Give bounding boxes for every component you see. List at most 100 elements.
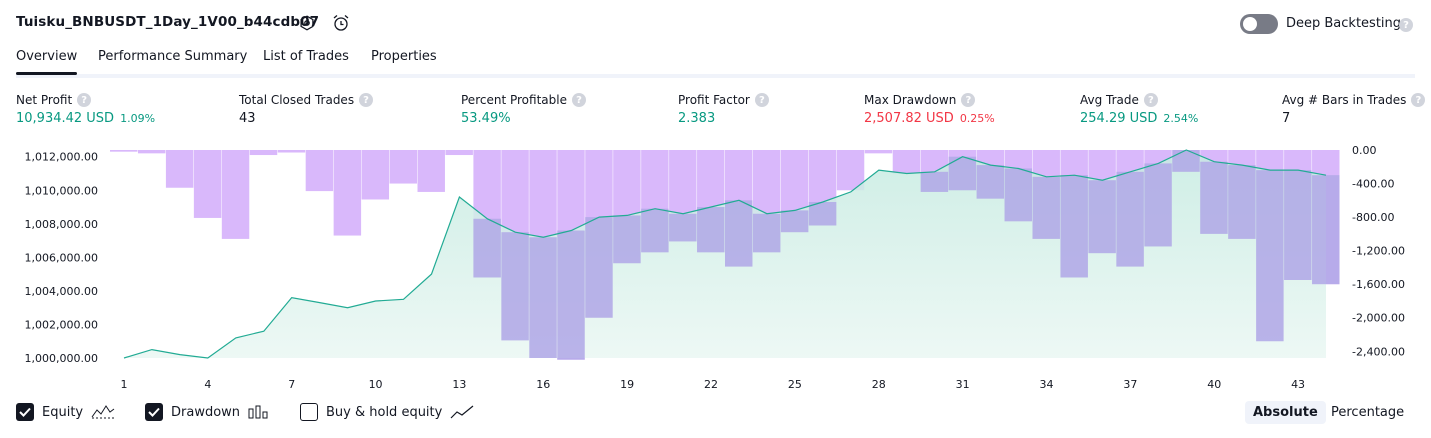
drawdown-bar bbox=[193, 150, 222, 218]
drawdown-bar-overlay bbox=[920, 171, 949, 192]
info-icon[interactable]: ? bbox=[961, 93, 976, 107]
drawdown-bar-overlay bbox=[501, 232, 529, 341]
settings-icon[interactable] bbox=[296, 12, 318, 34]
left-axis-tick: 1,008,000.00 bbox=[25, 218, 98, 231]
metric-label: Avg Trade bbox=[1080, 93, 1139, 107]
drawdown-bar-overlay bbox=[976, 165, 1005, 199]
drawdown-bar-overlay bbox=[1060, 175, 1088, 278]
drawdown-bar-overlay bbox=[669, 213, 697, 242]
drawdown-bar-overlay bbox=[725, 200, 753, 267]
drawdown-bar-overlay bbox=[780, 210, 809, 233]
x-axis-tick: 31 bbox=[956, 378, 970, 391]
legend-drawdown[interactable]: Drawdown bbox=[145, 403, 270, 421]
drawdown-bar-overlay bbox=[697, 207, 725, 253]
info-icon[interactable]: ? bbox=[571, 93, 586, 107]
metric-label: Net Profit bbox=[16, 93, 73, 107]
right-axis-tick: -2,000.00 bbox=[1352, 312, 1405, 325]
absolute-toggle[interactable]: Absolute bbox=[1245, 401, 1326, 424]
x-axis-tick: 13 bbox=[452, 378, 466, 391]
right-axis-tick: -1,600.00 bbox=[1352, 278, 1405, 291]
drawdown-bar bbox=[864, 150, 893, 154]
right-axis-tick: -800.00 bbox=[1352, 211, 1394, 224]
percentage-toggle[interactable]: Percentage bbox=[1331, 405, 1405, 420]
drawdown-legend-label: Drawdown bbox=[171, 404, 241, 420]
left-axis-tick: 1,006,000.00 bbox=[25, 251, 98, 264]
left-axis-tick: 1,004,000.00 bbox=[25, 285, 98, 298]
drawdown-bar bbox=[137, 150, 166, 154]
drawdown-series-icon bbox=[248, 405, 268, 419]
drawdown-bar-overlay bbox=[752, 213, 781, 253]
x-axis-tick: 25 bbox=[788, 378, 802, 391]
deep-backtesting-toggle[interactable] bbox=[1240, 14, 1278, 34]
metric-value: 7 bbox=[1282, 111, 1291, 126]
drawdown-bar-overlay bbox=[1172, 150, 1200, 172]
drawdown-bar-overlay bbox=[1200, 161, 1228, 234]
drawdown-bar bbox=[417, 150, 445, 192]
buy-hold-checkbox[interactable] bbox=[300, 403, 318, 421]
tab-performance-summary[interactable]: Performance Summary bbox=[98, 49, 248, 64]
right-axis-tick: 0.00 bbox=[1352, 144, 1377, 157]
metric-net-profit: Net Profit? 10,934.42 USD 1.09% bbox=[16, 93, 155, 126]
drawdown-bar-overlay bbox=[1284, 170, 1312, 280]
drawdown-bar bbox=[110, 150, 138, 152]
tab-overview[interactable]: Overview bbox=[16, 49, 78, 75]
x-axis-tick: 28 bbox=[872, 378, 886, 391]
legend-buy-hold[interactable]: Buy & hold equity bbox=[300, 403, 474, 421]
tab-bar: Overview Performance Summary List of Tra… bbox=[16, 40, 1415, 78]
info-icon[interactable]: ? bbox=[359, 93, 374, 107]
metric-avg-bars-in-trades: Avg # Bars in Trades? 7 bbox=[1282, 93, 1426, 126]
x-axis-tick: 37 bbox=[1123, 378, 1137, 391]
metric-label: Profit Factor bbox=[678, 93, 750, 107]
x-axis-tick: 7 bbox=[288, 378, 295, 391]
toggle-knob bbox=[1243, 17, 1257, 31]
legend-equity[interactable]: Equity bbox=[16, 403, 115, 421]
drawdown-bar bbox=[333, 150, 362, 236]
drawdown-bar bbox=[892, 150, 921, 174]
drawdown-bar bbox=[361, 150, 390, 200]
drawdown-bar-overlay bbox=[808, 202, 837, 226]
metric-percent: 1.09% bbox=[120, 112, 156, 125]
metric-value: 10,934.42 USD bbox=[16, 111, 115, 126]
equity-checkbox[interactable] bbox=[16, 403, 34, 421]
info-icon[interactable]: ? bbox=[1411, 93, 1426, 107]
drawdown-bar-overlay bbox=[473, 218, 501, 278]
equity-legend-label: Equity bbox=[42, 404, 84, 420]
x-axis-tick: 34 bbox=[1039, 378, 1053, 391]
left-axis-tick: 1,012,000.00 bbox=[25, 151, 98, 164]
equity-drawdown-chart[interactable]: 1,012,000.00 1,010,000.00 1,008,000.00 1,00… bbox=[0, 140, 1431, 400]
metric-avg-trade: Avg Trade? 254.29 USD 2.54% bbox=[1080, 93, 1198, 126]
metric-total-closed-trades: Total Closed Trades? 43 bbox=[239, 93, 374, 126]
help-icon[interactable]: ? bbox=[1399, 18, 1413, 32]
drawdown-checkbox[interactable] bbox=[145, 403, 163, 421]
metric-value: 254.29 USD bbox=[1080, 111, 1158, 126]
drawdown-bar bbox=[445, 150, 473, 156]
drawdown-bar bbox=[165, 150, 194, 188]
info-icon[interactable]: ? bbox=[1143, 93, 1158, 107]
tab-properties[interactable]: Properties bbox=[371, 49, 437, 64]
alarm-add-icon[interactable] bbox=[330, 12, 352, 34]
strategy-title: Tuisku_BNBUSDT_1Day_1V00_b44cdb07 bbox=[16, 14, 320, 30]
metric-label: Total Closed Trades bbox=[239, 93, 355, 107]
x-axis-tick: 10 bbox=[369, 378, 383, 391]
x-axis-tick: 43 bbox=[1291, 378, 1305, 391]
equity-line bbox=[123, 149, 1327, 359]
info-icon[interactable]: ? bbox=[77, 93, 92, 107]
metric-max-drawdown: Max Drawdown? 2,507.82 USD 0.25% bbox=[864, 93, 995, 126]
x-axis-tick: 4 bbox=[204, 378, 211, 391]
right-axis-tick: -400.00 bbox=[1352, 178, 1394, 191]
x-axis-tick: 19 bbox=[620, 378, 634, 391]
drawdown-bar bbox=[389, 150, 417, 184]
metric-percent: 0.25% bbox=[959, 112, 995, 125]
info-icon[interactable]: ? bbox=[754, 93, 769, 107]
drawdown-bar-overlay bbox=[1256, 170, 1284, 342]
left-axis-tick: 1,010,000.00 bbox=[25, 184, 98, 197]
drawdown-bar-overlay bbox=[1116, 171, 1144, 267]
drawdown-bar-overlay bbox=[1312, 175, 1340, 285]
drawdown-bar bbox=[221, 150, 250, 239]
drawdown-bar-overlay bbox=[557, 230, 585, 360]
metric-label: Avg # Bars in Trades bbox=[1282, 93, 1407, 107]
x-axis-tick: 16 bbox=[536, 378, 550, 391]
tab-list-of-trades[interactable]: List of Trades bbox=[263, 49, 349, 64]
drawdown-bar-overlay bbox=[529, 237, 557, 358]
x-axis-tick: 22 bbox=[704, 378, 718, 391]
